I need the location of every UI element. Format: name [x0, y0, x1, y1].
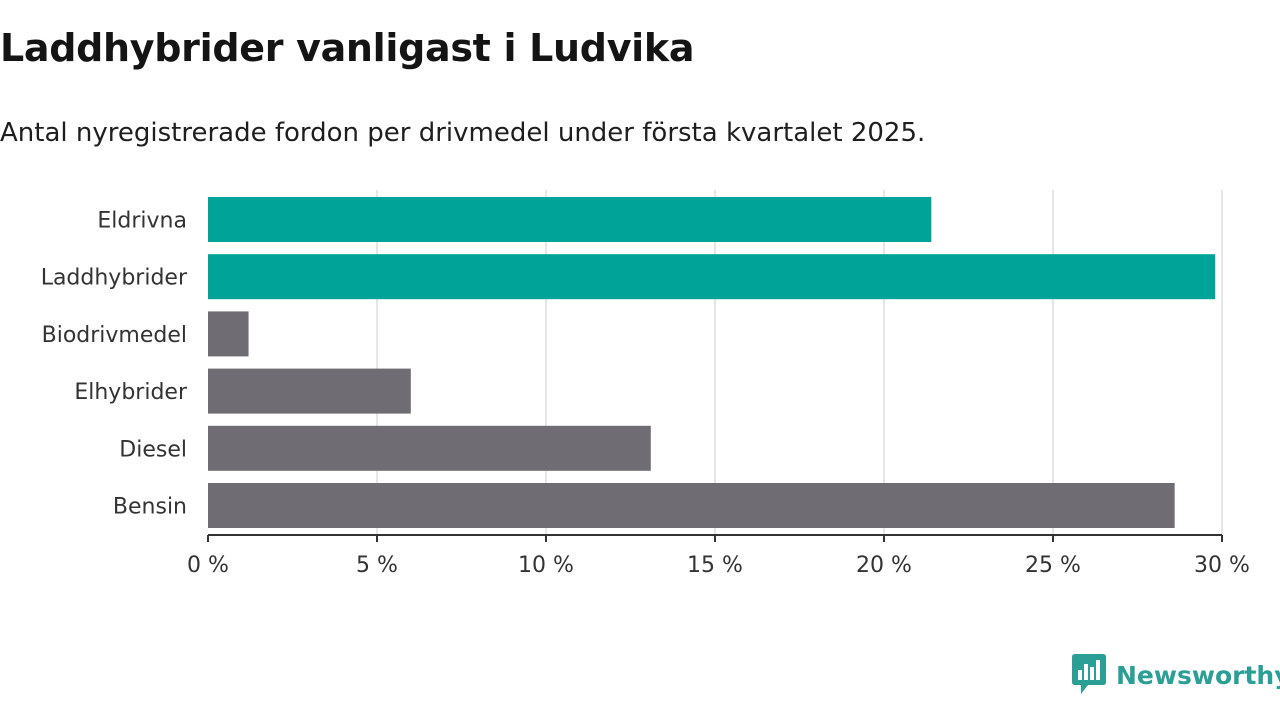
bar: [208, 425, 651, 471]
bar: [208, 254, 1216, 300]
chart-subtitle: Antal nyregistrerade fordon per drivmede…: [0, 118, 926, 148]
category-label: Eldrivna: [97, 209, 187, 234]
chart-title: Laddhybrider vanligast i Ludvika: [0, 26, 695, 70]
x-tick-label: 0 %: [187, 553, 229, 578]
bar: [208, 483, 1175, 528]
newsworthy-logo-icon: [1072, 654, 1106, 694]
category-label: Diesel: [119, 437, 187, 462]
x-tick-label: 15 %: [687, 553, 743, 578]
category-label: Laddhybrider: [41, 266, 188, 291]
x-tick-label: 10 %: [518, 553, 574, 578]
x-tick-label: 20 %: [856, 553, 912, 578]
bar-chart: Eldrivna Laddhybrider Biodrivmedel Elhybrid…: [41, 190, 1250, 578]
category-label: Biodrivmedel: [42, 323, 187, 348]
x-tick-label: 5 %: [356, 553, 398, 578]
category-label: Bensin: [113, 495, 187, 520]
category-label: Elhybrider: [74, 380, 188, 405]
bar: [208, 311, 249, 357]
brand-name: Newsworthy: [1116, 660, 1280, 690]
newsworthy-logo: Newsworthy: [1072, 654, 1280, 696]
x-tick-label: 30 %: [1194, 553, 1250, 578]
x-tick-label: 25 %: [1025, 553, 1081, 578]
bar: [208, 368, 411, 414]
bar: [208, 197, 932, 242]
